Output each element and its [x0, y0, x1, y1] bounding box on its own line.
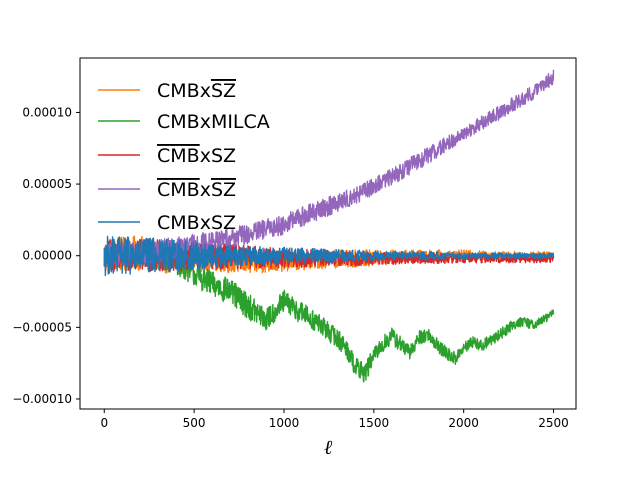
legend-label: CMBxSZ [157, 80, 236, 102]
series-group [103, 69, 555, 383]
y-tick-label: 0.00010 [22, 105, 72, 119]
x-tick-label: 2000 [448, 416, 479, 430]
x-axis-label: ℓ [324, 435, 333, 459]
legend-label: CMBxSZ [157, 212, 236, 234]
y-tick-label: 0.00005 [22, 177, 72, 191]
x-tick-label: 1500 [359, 416, 390, 430]
y-tick-label: 0.00000 [22, 249, 72, 263]
x-tick-label: 0 [100, 416, 108, 430]
x-tick-label: 2500 [538, 416, 569, 430]
y-axis: −0.00010 −0.00005 0.00000 0.00005 0.00010 [12, 105, 80, 406]
series-line-5 [103, 235, 555, 277]
x-tick-label: 500 [183, 416, 206, 430]
x-tick-label: 1000 [269, 416, 300, 430]
x-axis: 0 500 1000 1500 2000 2500 [100, 409, 569, 430]
plot-frame [79, 57, 577, 410]
legend: CMBxSZ CMBxMILCA CMBxSZ CMBxSZ CMBxSZ [98, 80, 270, 234]
legend-label: CMBxSZ [157, 145, 236, 167]
legend-label: CMBxSZ [157, 179, 236, 201]
y-tick-label: −0.00005 [12, 320, 72, 334]
legend-label: CMBxMILCA [157, 111, 270, 133]
y-tick-label: −0.00010 [12, 392, 72, 406]
series-line-2 [103, 243, 555, 383]
